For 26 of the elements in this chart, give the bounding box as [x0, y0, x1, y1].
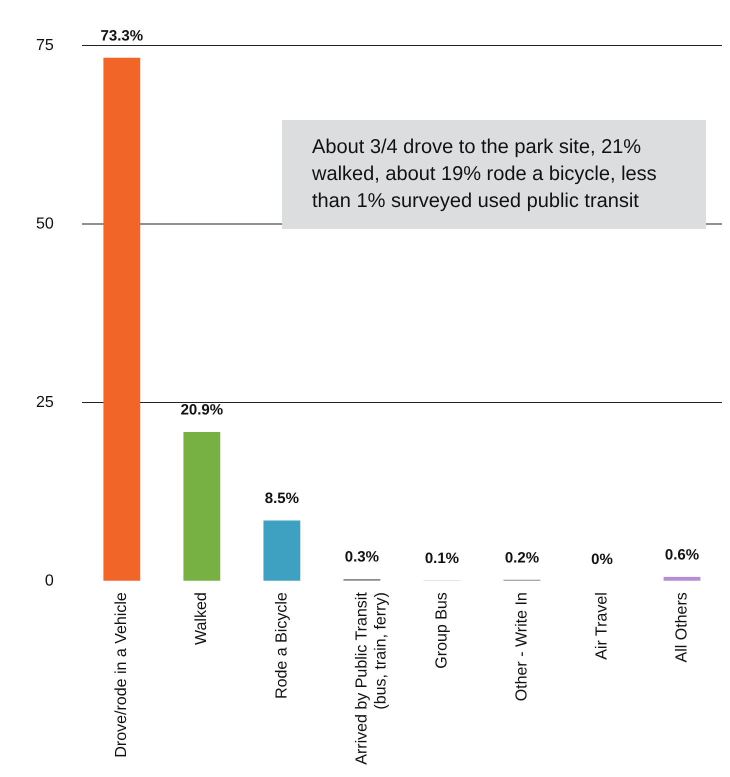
note-panel: About 3/4 drove to the park site, 21% walked, about 19% rode a bicycle, less than 1% surveyed used public transit [282, 120, 706, 229]
x-tick-label: Air Travel [593, 592, 610, 660]
bar [103, 58, 140, 581]
data-label: 0.3% [344, 548, 379, 566]
x-tick-label: Walked [193, 592, 210, 645]
data-label: 0.2% [504, 549, 540, 566]
x-tick-label: Drove/rode in a Vehicle [113, 592, 130, 758]
y-tick-label: 50 [36, 216, 54, 233]
x-tick-label: Other - Write In [513, 592, 530, 702]
x-tick-label: All Others [673, 592, 690, 662]
y-tick-label: 75 [36, 37, 54, 54]
bar [263, 520, 300, 581]
bar [183, 432, 220, 581]
data-label: 0.6% [664, 546, 700, 564]
data-label: 8.5% [264, 490, 299, 508]
data-label: 20.9% [180, 402, 224, 419]
y-tick-label: 25 [36, 394, 54, 412]
y-tick-label: 0 [44, 572, 54, 590]
x-tick-label: Group Bus [433, 592, 450, 669]
data-label: 0.1% [424, 550, 460, 568]
bar [664, 576, 700, 581]
x-tick-label: Arrived by Public Transit (bus, train, ferry) [353, 592, 390, 765]
x-tick-label: Rode a Bicycle [273, 592, 290, 699]
annotation: About 3/4 drove to the park site, 21% walked, about 19% rode a bicycle, less than 1% surveyed used public transit [312, 135, 658, 214]
data-label: 0% [591, 550, 613, 568]
data-label: 73.3% [100, 27, 144, 44]
